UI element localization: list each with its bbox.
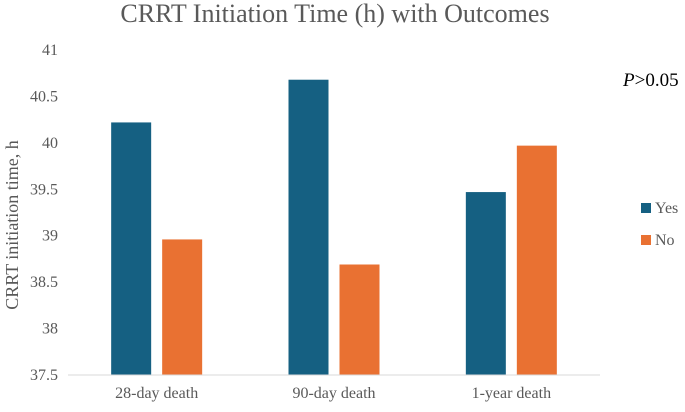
y-tick-label: 37.5	[30, 367, 58, 384]
legend-swatch-no	[641, 235, 651, 245]
bars	[111, 79, 557, 375]
y-tick-label: 40	[42, 135, 58, 152]
x-tick-label: 28-day death	[115, 385, 198, 402]
p-value-symbol: P	[622, 70, 635, 91]
bar-no-3	[516, 145, 557, 375]
legend-label-yes: Yes	[655, 200, 678, 217]
x-tick-label: 1-year death	[472, 385, 552, 402]
legend-swatch-yes	[641, 203, 651, 213]
y-tick-label: 40.5	[30, 88, 58, 105]
legend: Yes No	[641, 200, 678, 249]
x-tick-labels: 28-day death 90-day death 1-year death	[115, 385, 551, 402]
y-tick-label: 39	[42, 228, 58, 245]
y-axis-label: CRRT initiation time, h	[2, 140, 22, 310]
y-tick-label: 38	[42, 321, 58, 338]
y-tick-labels: 37.5 38 38.5 39 39.5 40 40.5 41	[30, 42, 58, 384]
x-tick-label: 90-day death	[292, 385, 375, 402]
y-tick-label: 38.5	[30, 274, 58, 291]
bar-no-2	[339, 264, 380, 375]
chart-title: CRRT Initiation Time (h) with Outcomes	[120, 0, 549, 28]
bar-yes-2	[288, 79, 329, 375]
y-tick-label: 41	[42, 42, 58, 59]
bar-no-1	[162, 239, 203, 375]
legend-label-no: No	[655, 232, 675, 249]
y-tick-label: 39.5	[30, 181, 58, 198]
bar-yes-1	[111, 122, 152, 375]
bar-yes-3	[465, 192, 506, 375]
p-value-text: >0.05	[635, 70, 679, 91]
p-value-annotation: P>0.05	[622, 70, 679, 91]
